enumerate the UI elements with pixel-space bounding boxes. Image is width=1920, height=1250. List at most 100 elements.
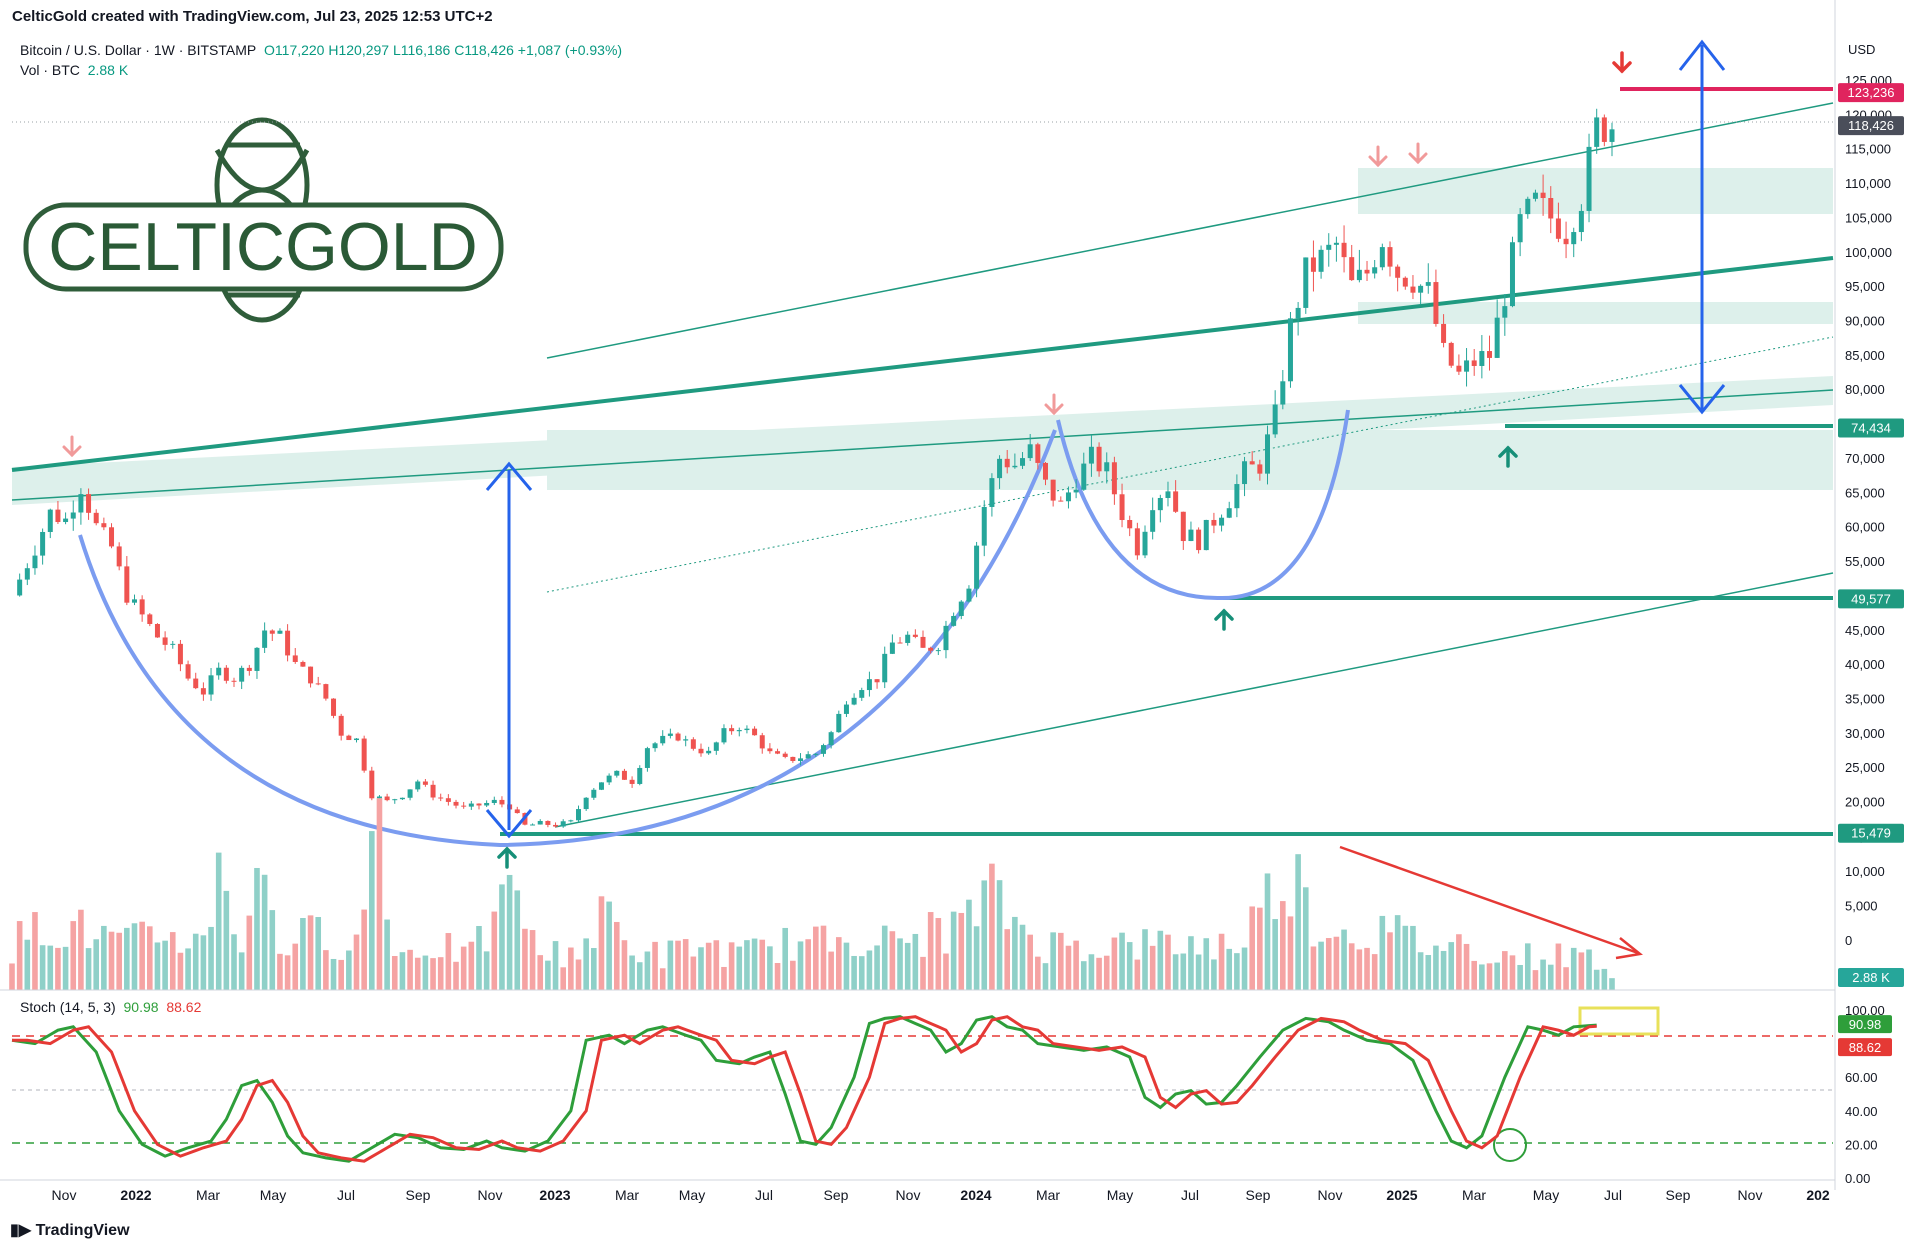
volume-bar (177, 952, 184, 990)
volume-bar (644, 951, 651, 990)
volume-bar (131, 923, 138, 990)
volume-bar (591, 948, 597, 990)
time-tick: Jul (1604, 1187, 1622, 1203)
candle (1509, 236, 1515, 308)
time-tick: 2023 (539, 1187, 570, 1203)
volume-bar (1264, 873, 1271, 990)
candle (583, 797, 589, 811)
candle (93, 509, 99, 526)
volume-bar (721, 966, 727, 990)
volume-bar (468, 941, 475, 990)
volume-bar (78, 909, 84, 990)
volume-bar (1165, 934, 1171, 990)
time-axis[interactable]: Nov 2022 Mar May Jul Sep Nov 2023 Mar May Jul Sep No… (0, 1179, 1835, 1203)
candle (629, 776, 635, 788)
volume-bar (889, 931, 896, 990)
volume-bar (981, 880, 988, 990)
candle (1525, 196, 1531, 219)
price-tick: 100,000 (1845, 245, 1892, 260)
candle (1111, 456, 1117, 505)
volume-bar (1486, 963, 1493, 990)
candle (1571, 227, 1577, 258)
volume-bar (108, 931, 115, 990)
volume-bar (1065, 945, 1072, 990)
volume-bar (1456, 934, 1462, 990)
volume-bar (208, 926, 214, 990)
candle (1119, 483, 1125, 528)
candle (1211, 512, 1217, 534)
candle (285, 624, 291, 662)
candle (1134, 522, 1140, 560)
stoch-tick: 100.00 (1845, 1003, 1885, 1018)
volume-bar (491, 911, 498, 990)
price-tick: 10,000 (1845, 864, 1885, 879)
volume-bar (1547, 964, 1554, 990)
logo-text: CELTICGOLD (48, 209, 477, 285)
volume-value: 2.88 K (87, 62, 129, 78)
candle (131, 594, 137, 606)
candle (1341, 225, 1347, 273)
candle (246, 664, 252, 676)
stoch-label[interactable]: Stoch (14, 5, 3) (20, 999, 116, 1015)
volume-bar (851, 955, 857, 990)
volume-bar (690, 956, 697, 990)
volume-bar (1471, 960, 1478, 990)
stoch-d-badge: 88.62 (1849, 1040, 1882, 1055)
candle (239, 665, 245, 690)
tradingview-logo[interactable]: ▮▶ TradingView (10, 1220, 130, 1240)
price-tick: 40,000 (1845, 657, 1885, 672)
price-tick: 110,000 (1845, 176, 1891, 191)
candle (484, 800, 490, 808)
down-arrow-icon (1498, 445, 1518, 468)
price-axis[interactable]: USD 125,000120,000115,000110,000105,0001… (1834, 0, 1904, 1190)
volume-bar (1203, 938, 1210, 990)
volume-bar (445, 933, 452, 990)
volume-bar (1111, 937, 1118, 990)
candle (836, 710, 842, 733)
candle (1142, 525, 1148, 559)
volume-bar (307, 915, 314, 990)
candle (1494, 299, 1500, 359)
symbol-title[interactable]: Bitcoin / U.S. Dollar · 1W · BITSTAMP (20, 42, 257, 58)
volume-bar (782, 927, 789, 990)
volume-bar (843, 942, 850, 990)
candle (866, 671, 872, 697)
volume-bar (323, 950, 329, 990)
volume-bar (1417, 952, 1424, 990)
volume-bar (606, 901, 612, 990)
volume-bar (667, 940, 674, 990)
volume-bar (1387, 932, 1393, 990)
stoch-k-badge: 90.98 (1849, 1017, 1882, 1032)
volume-bar (292, 943, 299, 990)
candle (491, 796, 497, 806)
volume-bar (139, 921, 145, 990)
time-tick: Mar (615, 1187, 639, 1203)
candle (461, 801, 467, 809)
candle (798, 753, 804, 766)
volume-label[interactable]: Vol · BTC (20, 62, 80, 78)
candle (606, 773, 612, 785)
price-label: 15,479 (1851, 826, 1891, 841)
candle (277, 628, 283, 634)
candle (1540, 174, 1546, 216)
volume-bar (376, 798, 383, 990)
candle (55, 500, 61, 524)
volume-bar (958, 912, 965, 990)
volume-bar (858, 956, 865, 990)
candle (323, 683, 329, 701)
volume-bar (1440, 950, 1447, 990)
volume-bar (1325, 938, 1332, 990)
volume-bar (231, 934, 237, 990)
candle (1027, 434, 1033, 461)
candle (958, 600, 964, 620)
volume-bar (636, 962, 643, 990)
candle (476, 803, 482, 810)
candle (154, 623, 160, 638)
price-tick: 55,000 (1845, 554, 1885, 569)
candle (445, 794, 451, 806)
volume-bar (989, 863, 995, 990)
volume-bar (1195, 954, 1202, 990)
candle (331, 698, 337, 719)
volume-bar (659, 968, 666, 990)
